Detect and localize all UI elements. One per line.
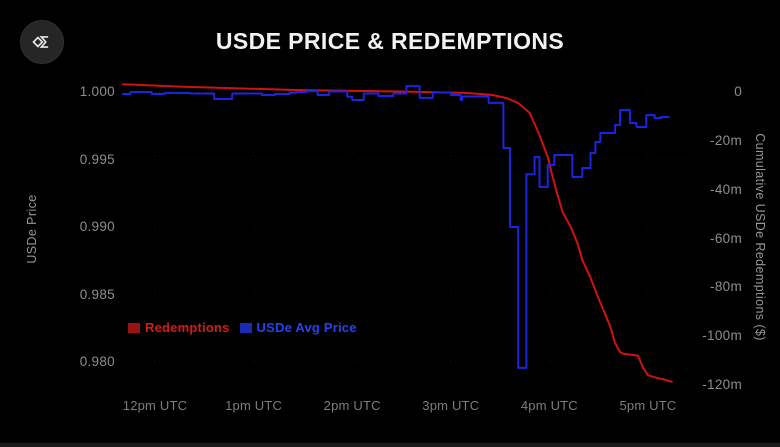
legend-item-redemptions[interactable]: Redemptions — [128, 320, 230, 335]
redemptions-swatch-icon — [128, 322, 140, 333]
left-axis-title: USDe Price — [25, 194, 39, 264]
x-tick-label: 1pm UTC — [225, 398, 283, 413]
legend-label-redemptions: Redemptions — [145, 320, 230, 335]
right-axis-title: Cumulative USDe Redemptions ($) — [753, 133, 767, 341]
right-tick-label: -20m — [710, 132, 742, 148]
left-tick-label: 0.985 — [79, 286, 115, 302]
bottom-edge-bar — [0, 443, 780, 447]
right-tick-label: 0 — [734, 84, 742, 99]
left-tick-label: 1.000 — [79, 84, 115, 99]
legend-label-usde-avg-price: USDe Avg Price — [256, 320, 357, 335]
left-tick-label: 0.980 — [79, 354, 115, 369]
x-tick-label: 5pm UTC — [619, 398, 677, 413]
ethena-logo-button[interactable] — [20, 20, 64, 64]
usde-avg-price-swatch-icon — [239, 322, 252, 333]
right-tick-label: -60m — [710, 230, 742, 246]
right-tick-label: -120m — [702, 377, 742, 392]
x-tick-label: 12pm UTC — [122, 398, 188, 413]
chart-title: USDE PRICE & REDEMPTIONS — [215, 28, 565, 54]
left-tick-label: 0.990 — [79, 219, 115, 234]
right-tick-label: -40m — [710, 181, 742, 197]
right-tick-label: -100m — [702, 328, 742, 344]
x-tick-label: 4pm UTC — [520, 398, 578, 413]
x-tick-label: 2pm UTC — [323, 398, 381, 413]
series-line-redemptions — [122, 83, 673, 384]
legend-item-usde-avg-price[interactable]: USDe Avg Price — [239, 320, 357, 335]
sigma-diamond-icon — [32, 36, 49, 48]
left-tick-label: 0.995 — [79, 151, 115, 167]
right-tick-label: -80m — [710, 279, 742, 295]
chart-legend: Redemptions USDe Avg Price — [128, 320, 357, 335]
series-line-usde-avg-price — [122, 85, 670, 369]
x-tick-label: 3pm UTC — [422, 398, 480, 413]
